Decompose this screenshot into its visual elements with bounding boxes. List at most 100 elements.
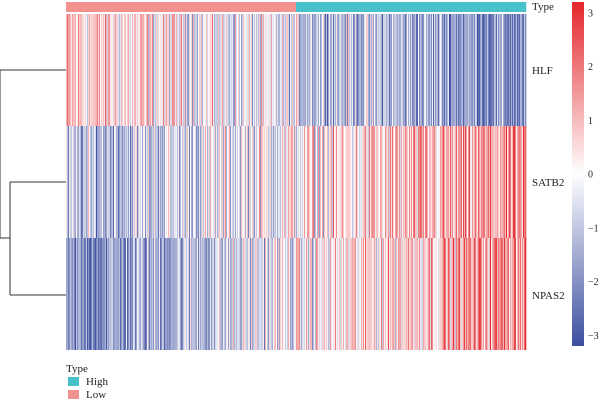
heatmap-cell xyxy=(393,14,395,126)
heatmap-cell xyxy=(260,14,262,126)
heatmap-cell xyxy=(82,14,84,126)
heatmap-cell xyxy=(236,238,238,350)
heatmap-cell xyxy=(118,126,120,238)
heatmap-cell xyxy=(97,238,99,350)
heatmap-cell xyxy=(485,14,487,126)
heatmap-cell xyxy=(105,126,107,238)
heatmap-cell xyxy=(444,238,446,350)
heatmap-cell xyxy=(188,126,190,238)
heatmap-cell xyxy=(279,14,281,126)
heatmap-cell xyxy=(426,238,428,350)
heatmap-cell xyxy=(517,126,519,238)
heatmap-cell xyxy=(285,238,287,350)
heatmap-cell xyxy=(475,126,477,238)
heatmap-cell xyxy=(253,238,255,350)
heatmap-cell xyxy=(500,126,502,238)
heatmap-cell xyxy=(103,126,105,238)
heatmap-cell xyxy=(259,238,261,350)
heatmap-cell xyxy=(513,126,515,238)
heatmap-cell xyxy=(480,238,482,350)
heatmap-cell xyxy=(104,126,106,238)
heatmap-cell xyxy=(412,126,414,238)
heatmap-cell xyxy=(108,126,110,238)
heatmap-cell xyxy=(510,126,512,238)
heatmap-cell xyxy=(85,126,87,238)
heatmap-cell xyxy=(298,126,300,238)
heatmap-cell xyxy=(170,14,172,126)
heatmap-cell xyxy=(86,126,88,238)
heatmap-cell xyxy=(482,14,484,126)
heatmap-cell xyxy=(350,126,352,238)
heatmap-cell xyxy=(300,238,302,350)
heatmap-cell xyxy=(352,126,354,238)
heatmap-cell xyxy=(525,14,527,126)
heatmap-cell xyxy=(139,238,141,350)
heatmap-cell xyxy=(284,126,286,238)
heatmap-cell xyxy=(417,238,419,350)
heatmap-cell xyxy=(182,126,184,238)
heatmap-cell xyxy=(319,126,321,238)
heatmap-cell xyxy=(246,126,248,238)
heatmap-cell xyxy=(71,238,73,350)
heatmap-cell xyxy=(76,126,78,238)
heatmap-cell xyxy=(339,14,341,126)
heatmap-cell xyxy=(257,238,259,350)
heatmap-cell xyxy=(81,14,83,126)
heatmap-cell xyxy=(133,126,135,238)
heatmap-cell xyxy=(384,14,386,126)
heatmap-cell xyxy=(222,126,224,238)
heatmap-cell xyxy=(520,126,522,238)
heatmap-cell xyxy=(144,126,146,238)
heatmap-cell xyxy=(235,126,237,238)
heatmap-cell xyxy=(355,14,357,126)
heatmap-cell xyxy=(116,126,118,238)
heatmap-cell xyxy=(484,14,486,126)
heatmap-cell xyxy=(258,238,260,350)
heatmap-cell xyxy=(371,126,373,238)
heatmap-cell xyxy=(325,14,327,126)
heatmap-cell xyxy=(384,238,386,350)
heatmap-cell xyxy=(466,238,468,350)
heatmap-cell xyxy=(351,238,353,350)
heatmap-cell xyxy=(236,14,238,126)
heatmap-cell xyxy=(292,238,294,350)
heatmap-cell xyxy=(217,238,219,350)
heatmap-cell xyxy=(175,126,177,238)
heatmap-cell xyxy=(296,238,298,350)
heatmap-cell xyxy=(159,14,161,126)
heatmap-cell xyxy=(80,126,82,238)
heatmap-cell xyxy=(255,126,257,238)
heatmap-cell xyxy=(446,238,448,350)
heatmap-cell xyxy=(236,126,238,238)
heatmap-cell xyxy=(159,238,161,350)
heatmap-cell xyxy=(257,126,259,238)
heatmap-cell xyxy=(374,14,376,126)
heatmap-cell xyxy=(297,238,299,350)
heatmap-cell xyxy=(341,126,343,238)
heatmap-cell xyxy=(520,14,522,126)
heatmap-cell xyxy=(186,126,188,238)
heatmap-cell xyxy=(93,238,95,350)
heatmap-cell xyxy=(317,14,319,126)
heatmap-cell xyxy=(392,126,394,238)
heatmap-cell xyxy=(385,126,387,238)
heatmap-cell xyxy=(261,238,263,350)
heatmap-cell xyxy=(502,14,504,126)
heatmap-cell xyxy=(246,238,248,350)
heatmap-cell xyxy=(231,14,233,126)
heatmap-cell xyxy=(250,14,252,126)
heatmap-cell xyxy=(282,238,284,350)
heatmap-cell xyxy=(342,238,344,350)
heatmap-cell xyxy=(505,14,507,126)
heatmap-cell xyxy=(179,126,181,238)
heatmap-cell xyxy=(155,126,157,238)
heatmap-cell xyxy=(301,238,303,350)
heatmap-cell xyxy=(427,126,429,238)
heatmap-cell xyxy=(183,126,185,238)
heatmap-cell xyxy=(513,238,515,350)
heatmap-cell xyxy=(275,126,277,238)
heatmap-cell xyxy=(407,14,409,126)
heatmap-cell xyxy=(466,14,468,126)
heatmap-cell xyxy=(475,14,477,126)
heatmap-cell xyxy=(132,14,134,126)
